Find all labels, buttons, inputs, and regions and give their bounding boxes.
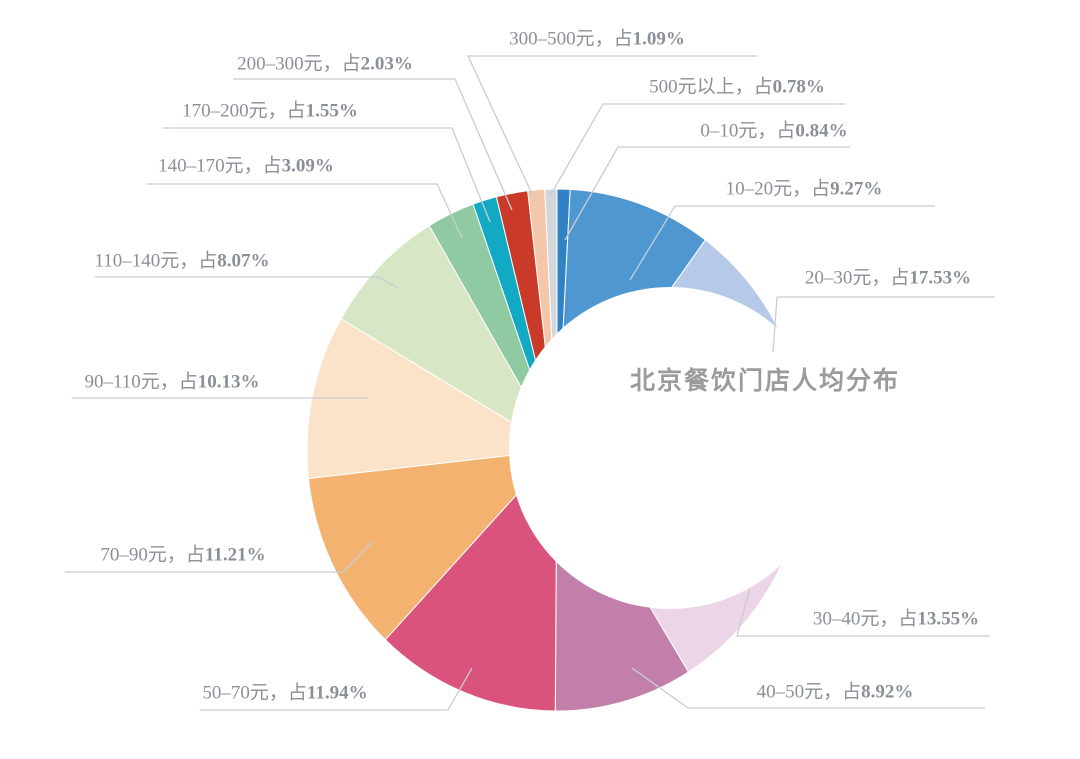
leader-line-300–500元 [466,55,757,197]
slice-label-200–300元: 200–300元，占2.03% [237,53,413,75]
leader-line-30–40元 [736,587,990,637]
slice-label-10–20元: 10–20元，占9.27% [726,178,883,200]
slice-label-30–40元: 30–40元，占13.55% [813,608,979,630]
slice-label-0–10元: 0–10元，占0.84% [700,120,847,142]
leader-line-40–50元 [631,667,985,709]
donut-hole [509,287,831,609]
slice-label-110–140元: 110–140元，占8.07% [94,250,269,272]
leader-line-70–90元 [65,541,373,573]
leader-line-170–200元 [163,127,491,223]
leader-lines-group [65,55,995,711]
slice-label-50–70元: 50–70元，占11.94% [202,682,367,704]
slice-label-20–30元: 20–30元，占17.53% [805,267,971,289]
leader-line-10–20元 [629,205,935,281]
slice-label-90–110元: 90–110元，占10.13% [84,371,259,393]
slice-label-140–170元: 140–170元，占3.09% [158,155,334,177]
leader-line-110–140元 [95,276,399,289]
pie-slice-70–90元[interactable] [307,449,559,641]
slice-label-500元以上: 500元以上，占0.78% [649,76,825,98]
leader-line-140–170元 [147,183,463,239]
slice-labels-group: 0–10元，占0.84% 10–20元，占9.27% 20–30元，占17.53% 3… [84,28,979,704]
pie-slice-50–70元[interactable] [384,448,558,712]
leader-line-0–10元 [564,146,850,241]
slice-label-170–200元: 170–200元，占1.55% [182,100,358,122]
slice-label-40–50元: 40–50元，占8.92% [757,681,914,703]
slice-label-70–90元: 70–90元，占11.21% [100,544,265,566]
pie-slice-90–110元[interactable] [306,318,559,480]
leader-line-500元以上 [549,103,845,197]
slice-label-300–500元: 300–500元，占1.09% [509,28,685,50]
chart-title: 北京餐饮门店人均分布 [630,366,900,395]
leader-line-20–30元 [772,296,995,353]
pie-slice-110–140元[interactable] [340,224,559,452]
leader-line-200–300元 [233,78,513,211]
leader-line-50–70元 [200,667,473,711]
